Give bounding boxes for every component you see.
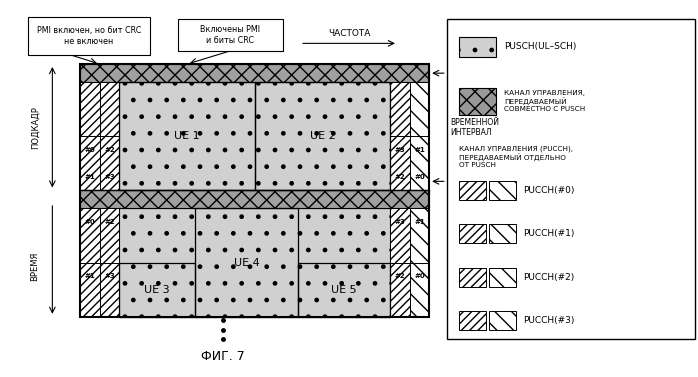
Bar xyxy=(28,17,150,55)
Text: #0: #0 xyxy=(414,174,425,180)
Bar xyxy=(100,208,119,262)
Bar xyxy=(100,136,119,190)
Bar xyxy=(410,82,429,136)
Text: #2: #2 xyxy=(104,147,115,153)
Text: Включены PMI
и биты CRC: Включены PMI и биты CRC xyxy=(200,25,260,44)
Text: #2: #2 xyxy=(394,174,406,180)
Bar xyxy=(80,190,429,208)
Bar xyxy=(459,224,486,243)
Text: ВРЕМЕННОЙ
ИНТЕРВАЛ: ВРЕМЕННОЙ ИНТЕРВАЛ xyxy=(450,118,499,137)
Text: #1: #1 xyxy=(84,273,96,279)
Bar xyxy=(410,136,429,190)
Bar xyxy=(390,136,410,190)
Bar xyxy=(459,268,486,287)
Text: PUCCH(#1): PUCCH(#1) xyxy=(523,229,574,238)
Text: #0: #0 xyxy=(84,147,96,153)
Text: #0: #0 xyxy=(414,273,425,279)
Bar xyxy=(80,64,429,317)
Text: PUCCH(#3): PUCCH(#3) xyxy=(523,316,574,325)
Text: #3: #3 xyxy=(394,219,406,225)
Bar xyxy=(80,82,100,136)
Text: PUCCH(#0): PUCCH(#0) xyxy=(523,186,574,195)
Bar xyxy=(100,82,119,136)
Text: UE 5: UE 5 xyxy=(332,285,357,295)
Text: PMI включен, но бит CRC
не включен: PMI включен, но бит CRC не включен xyxy=(37,26,141,46)
Text: UE 3: UE 3 xyxy=(144,285,170,295)
Bar xyxy=(489,181,516,200)
Text: ВРЕМЯ: ВРЕМЯ xyxy=(31,251,39,281)
Text: UE 1: UE 1 xyxy=(174,131,200,141)
Text: ПОДКАДР: ПОДКАДР xyxy=(31,106,39,149)
Bar xyxy=(390,262,410,317)
Bar xyxy=(119,262,195,317)
Bar xyxy=(80,262,100,317)
Text: ФИГ. 7: ФИГ. 7 xyxy=(202,350,245,363)
Bar xyxy=(178,19,283,51)
Bar xyxy=(459,87,496,115)
Bar xyxy=(255,82,390,190)
Text: #1: #1 xyxy=(414,219,425,225)
Text: КАНАЛ УПРАВЛЕНИЯ,
ПЕРЕДАВАЕМЫЙ
СОВМЕСТНО С PUSCH: КАНАЛ УПРАВЛЕНИЯ, ПЕРЕДАВАЕМЫЙ СОВМЕСТНО… xyxy=(504,90,585,112)
Text: PUCCH(#2): PUCCH(#2) xyxy=(523,273,574,282)
Text: #3: #3 xyxy=(394,147,406,153)
Text: #3: #3 xyxy=(104,174,115,180)
Text: #0: #0 xyxy=(84,219,96,225)
Bar xyxy=(447,19,695,339)
Bar xyxy=(390,82,410,136)
Bar xyxy=(489,268,516,287)
Text: #2: #2 xyxy=(394,273,406,279)
Bar xyxy=(459,37,496,57)
Text: КАНАЛ УПРАВЛЕНИЯ (PUCCH),
ПЕРЕДАВАЕМЫЙ ОТДЕЛЬНО
ОТ PUSCH: КАНАЛ УПРАВЛЕНИЯ (PUCCH), ПЕРЕДАВАЕМЫЙ О… xyxy=(459,145,573,168)
Text: #2: #2 xyxy=(104,219,115,225)
Bar xyxy=(489,224,516,243)
Bar xyxy=(459,311,486,330)
Bar xyxy=(410,262,429,317)
Text: #1: #1 xyxy=(414,147,425,153)
Bar xyxy=(119,208,390,317)
Text: UE 2: UE 2 xyxy=(310,131,335,141)
Text: #1: #1 xyxy=(84,174,96,180)
Bar xyxy=(100,262,119,317)
Bar xyxy=(459,181,486,200)
Bar xyxy=(410,208,429,262)
Text: #3: #3 xyxy=(104,273,115,279)
Bar xyxy=(119,82,255,190)
Text: ЧАСТОТА: ЧАСТОТА xyxy=(328,29,370,38)
Text: UE 4: UE 4 xyxy=(234,257,260,268)
Bar xyxy=(390,208,410,262)
Bar xyxy=(489,311,516,330)
Bar xyxy=(80,208,100,262)
Bar xyxy=(80,64,429,82)
Bar xyxy=(119,82,390,190)
Bar xyxy=(298,262,390,317)
Text: PUSCH(UL–SCH): PUSCH(UL–SCH) xyxy=(504,42,577,51)
Bar xyxy=(195,208,298,317)
Bar xyxy=(80,136,100,190)
